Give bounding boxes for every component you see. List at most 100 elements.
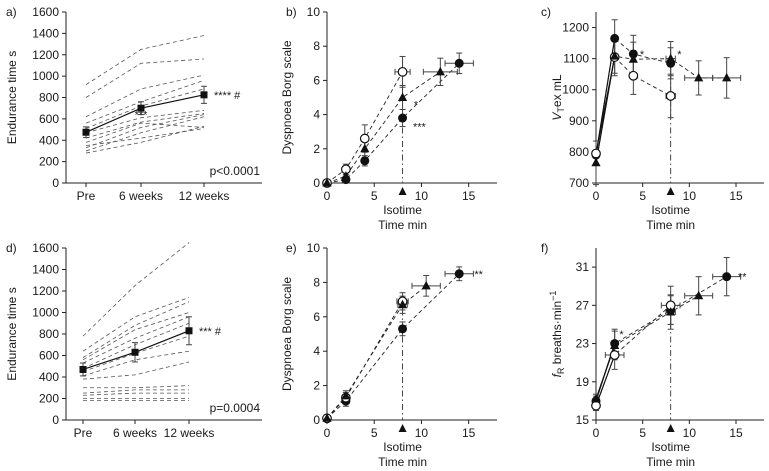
data-point-filled-triangle (397, 92, 408, 101)
y-tick-label: 400 (39, 133, 59, 147)
data-point-filled-circle (398, 113, 408, 123)
data-point-filled-circle (360, 156, 370, 166)
mean-point-square (79, 365, 87, 373)
y-tick-label: 1400 (32, 263, 59, 277)
data-point-open-circle (397, 66, 408, 77)
y-axis-label: fR breaths·min−1 (548, 291, 566, 378)
x-category-label: 6 weeks (119, 189, 163, 203)
panel-label-d: d) (6, 241, 17, 255)
x-category-label: 12 weeks (164, 426, 215, 440)
data-point-filled-circle (454, 269, 464, 279)
y-tick-label: 2 (313, 379, 320, 393)
individual-patient-line (82, 335, 190, 373)
y-tick-label: 200 (39, 392, 59, 406)
y-tick-label: 1000 (32, 306, 59, 320)
y-tick-label: 1000 (32, 69, 59, 83)
data-point-filled-triangle (666, 307, 676, 316)
x-tick-label: 10 (415, 426, 429, 440)
isotime-arrow-icon (398, 424, 407, 432)
x-tick-label: 15 (462, 426, 476, 440)
individual-patient-line (85, 128, 205, 146)
data-point-open-circle (665, 91, 676, 101)
y-tick-label: 1400 (32, 26, 59, 40)
individual-patient-line (82, 297, 190, 352)
y-tick-label: 0 (52, 413, 59, 427)
data-point-filled-triangle (610, 340, 620, 349)
y-tick-label: 800 (569, 145, 589, 159)
individual-patient-line (85, 113, 205, 139)
y-tick-label: 6 (313, 73, 320, 87)
y-tick-label: 0 (313, 176, 320, 190)
data-point-filled-triangle (666, 53, 676, 63)
y-tick-label: 400 (39, 370, 59, 384)
p-value-label: p<0.0001 (210, 164, 261, 178)
x-axis-label: Time min (378, 218, 427, 232)
individual-patient-line (82, 392, 189, 396)
y-tick-label: 4 (313, 108, 320, 122)
y-tick-label: 31 (576, 260, 590, 274)
individual-patient-line (82, 301, 190, 358)
panel-label-e: e) (286, 241, 297, 255)
y-tick-label: 0 (52, 176, 59, 190)
y-tick-label: 8 (313, 275, 320, 289)
x-category-label: 6 weeks (113, 426, 157, 440)
x-category-label: Pre (74, 426, 93, 440)
significance-label: ** (474, 269, 483, 281)
data-point-filled-triangle (360, 143, 370, 153)
data-point-filled-triangle (435, 66, 445, 76)
data-point-filled-circle (722, 272, 732, 282)
y-tick-label: 1600 (32, 5, 59, 19)
y-tick-label: 10 (307, 5, 321, 19)
x-axis-label: Time min (646, 455, 695, 469)
y-axis-label: Endurance time s (5, 51, 19, 144)
x-category-label: Pre (77, 189, 96, 203)
significance-label: * (640, 49, 645, 61)
y-tick-label: 6 (313, 310, 320, 324)
isotime-arrow-icon (666, 424, 675, 432)
x-tick-label: 0 (324, 189, 331, 203)
significance-label: *** (413, 122, 427, 134)
significance-label: **** # (214, 90, 241, 102)
mean-point-square (185, 327, 193, 335)
data-point-filled-triangle (722, 72, 732, 82)
individual-patient-line (82, 242, 190, 337)
x-tick-label: 10 (683, 426, 697, 440)
data-point-filled-circle (398, 324, 408, 334)
x-tick-label: 10 (683, 189, 697, 203)
data-point-open-circle (591, 148, 601, 159)
individual-patient-line (85, 116, 205, 152)
p-value-label: p=0.0004 (210, 401, 261, 415)
y-tick-label: 700 (569, 176, 589, 190)
data-point-filled-triangle (591, 157, 601, 167)
x-tick-label: 15 (729, 189, 743, 203)
individual-patient-line (82, 361, 190, 380)
individual-patient-line (85, 35, 205, 86)
data-point-filled-triangle (628, 54, 638, 63)
mean-point-square (131, 348, 139, 356)
x-tick-label: 15 (729, 426, 743, 440)
data-point-open-circle (359, 133, 370, 144)
x-axis-label: Time min (646, 218, 695, 232)
y-tick-label: 900 (569, 114, 589, 128)
data-point-filled-triangle (322, 178, 332, 187)
significance-label: * (677, 49, 682, 61)
x-axis-label: Time min (378, 455, 427, 469)
y-tick-label: 1200 (562, 21, 589, 35)
series-line-12-weeks (595, 55, 727, 163)
individual-patient-line (85, 114, 205, 149)
series-first-segment (595, 56, 616, 163)
significance-label: ** (738, 272, 747, 284)
isotime-label: Isotime (383, 440, 422, 454)
y-tick-label: 15 (576, 413, 590, 427)
x-tick-label: 5 (639, 426, 646, 440)
data-point-filled-triangle (397, 299, 408, 309)
isotime-arrow-icon (398, 187, 407, 195)
data-point-filled-triangle (341, 171, 351, 180)
significance-label: * (414, 99, 419, 111)
y-tick-label: 1000 (562, 83, 589, 97)
y-axis-label: Dyspnoea Borg scale (280, 277, 294, 391)
x-tick-label: 10 (415, 189, 429, 203)
y-tick-label: 8 (313, 39, 320, 53)
panel-label-b: b) (286, 5, 297, 19)
x-category-label: 12 weeks (179, 189, 230, 203)
